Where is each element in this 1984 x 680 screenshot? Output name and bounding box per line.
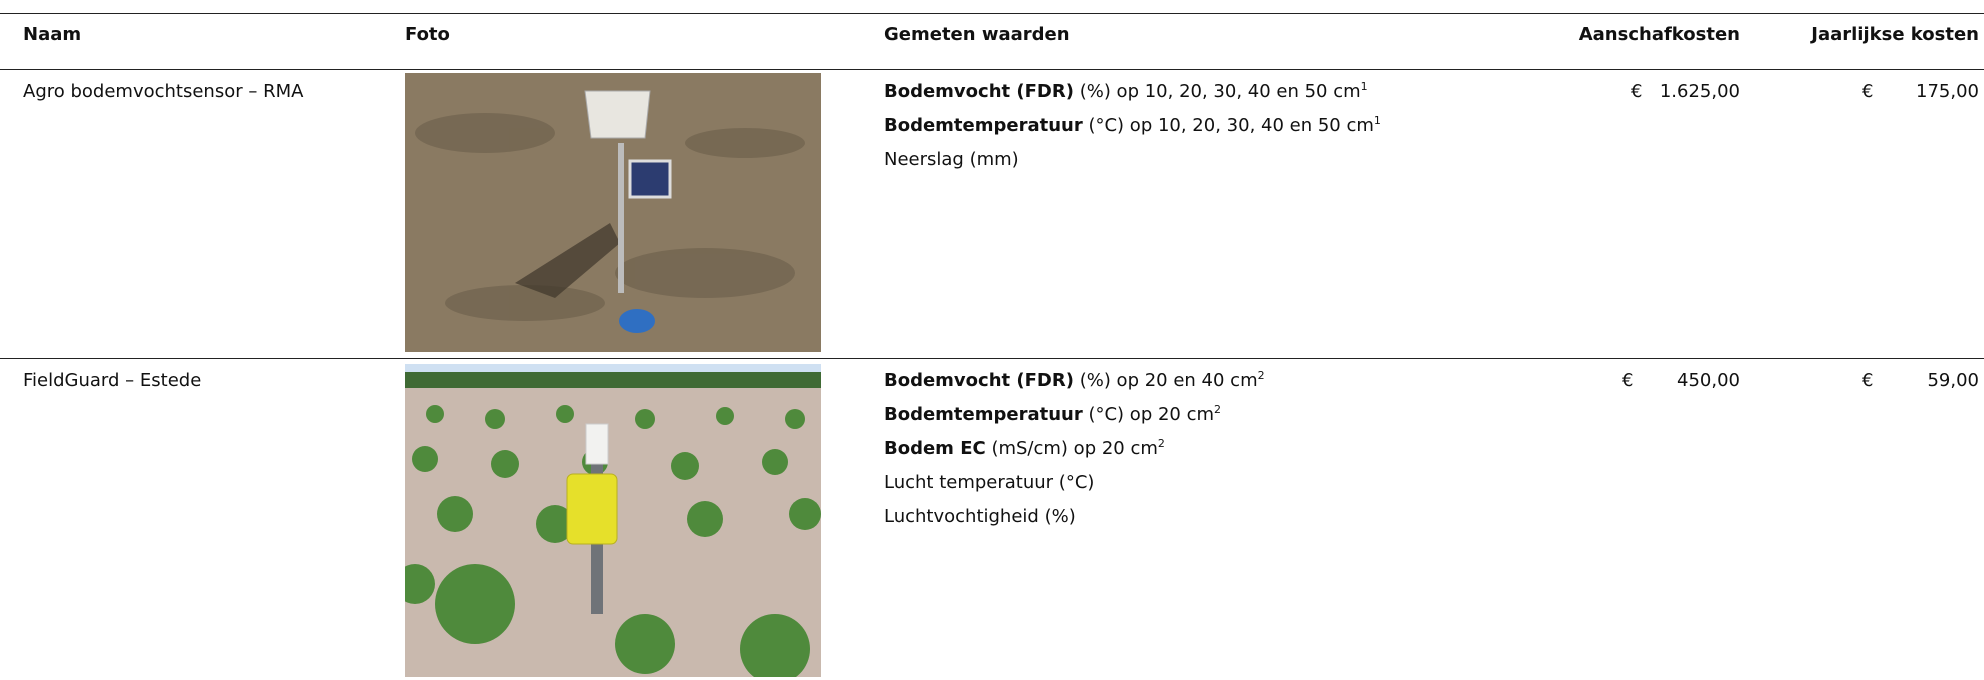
measurement: Lucht temperatuur (°C) — [884, 466, 1265, 500]
footnote-ref: 2 — [1258, 369, 1265, 382]
table-top-rule — [0, 13, 1984, 14]
measurement: Bodemtemperatuur (°C) op 20 cm2 — [884, 398, 1265, 432]
measurement-text: (°C) op 10, 20, 30, 40 en 50 cm — [1088, 115, 1373, 136]
measurement-text: Neerslag (mm) — [884, 149, 1019, 170]
measurement-bold: Bodem EC — [884, 438, 986, 459]
footnote-ref: 2 — [1214, 403, 1221, 416]
header-cell: Naam — [23, 24, 81, 45]
header-cell: Foto — [405, 24, 450, 45]
measurement: Bodemtemperatuur (°C) op 10, 20, 30, 40 … — [884, 109, 1381, 143]
measurement-bold: Bodemvocht (FDR) — [884, 81, 1074, 102]
amount: 59,00 — [1927, 370, 1979, 391]
photo — [405, 364, 821, 677]
measurement: Bodem EC (mS/cm) op 20 cm2 — [884, 432, 1265, 466]
measurement-bold: Bodemtemperatuur — [884, 115, 1083, 136]
measurements: Bodemvocht (FDR) (%) op 20 en 40 cm2 Bod… — [884, 364, 1265, 534]
amount: 175,00 — [1916, 81, 1979, 102]
name-cell: Agro bodemvochtsensor – RMA — [23, 81, 303, 102]
footnote-ref: 1 — [1361, 80, 1368, 93]
measurement-text: (%) op 10, 20, 30, 40 en 50 cm — [1080, 81, 1361, 102]
measurement-text: Luchtvochtigheid (%) — [884, 506, 1076, 527]
measurement-text: Lucht temperatuur (°C) — [884, 472, 1094, 493]
measurement-text: (°C) op 20 cm — [1088, 404, 1214, 425]
measurement-bold: Bodemvocht (FDR) — [884, 370, 1074, 391]
name-cell: FieldGuard – Estede — [23, 370, 201, 391]
measurements: Bodemvocht (FDR) (%) op 10, 20, 30, 40 e… — [884, 75, 1381, 177]
measurement-text: (mS/cm) op 20 cm — [991, 438, 1157, 459]
measurement: Bodemvocht (FDR) (%) op 10, 20, 30, 40 e… — [884, 75, 1381, 109]
measurement-text: (%) op 20 en 40 cm — [1080, 370, 1258, 391]
currency: € — [1862, 370, 1873, 391]
photo — [405, 73, 821, 352]
measurement: Luchtvochtigheid (%) — [884, 500, 1265, 534]
measurement: Bodemvocht (FDR) (%) op 20 en 40 cm2 — [884, 364, 1265, 398]
header-cell: Jaarlijkse kosten — [1811, 24, 1979, 45]
currency: € — [1862, 81, 1873, 102]
amount: 1.625,00 — [1660, 81, 1740, 102]
header-cell: Aanschafkosten — [1579, 24, 1740, 45]
currency: € — [1631, 81, 1642, 102]
measurement: Neerslag (mm) — [884, 143, 1381, 177]
amount: 450,00 — [1677, 370, 1740, 391]
row-rule — [0, 358, 1984, 359]
currency: € — [1622, 370, 1633, 391]
measurement-bold: Bodemtemperatuur — [884, 404, 1083, 425]
header-rule — [0, 69, 1984, 70]
page: {"table": { "header": ["Naam", "Foto", "… — [0, 0, 1984, 680]
footnote-ref: 2 — [1158, 437, 1165, 450]
header-cell: Gemeten waarden — [884, 24, 1070, 45]
footnote-ref: 1 — [1374, 114, 1381, 127]
